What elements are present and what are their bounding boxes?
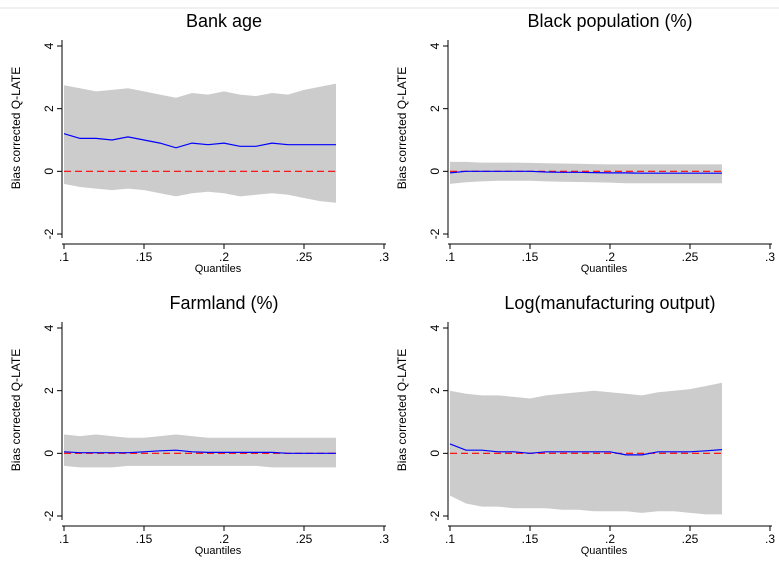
chart-title: Farmland (%) [169,293,278,313]
y-tick-label: 0 [428,450,442,457]
y-axis-label: Bias corrected Q-LATE [9,349,23,471]
chart-panel-2: Black population (%) -2 0 2 4 .1 .15 .2 .25 .3 Qua… [395,11,775,275]
x-tick-label: .2 [605,250,615,264]
y-tick-label: 2 [42,105,56,112]
x-tick-label: .25 [296,532,313,546]
x-tick-label: .25 [682,250,699,264]
chart-panel-4: Log(manufacturing output) -2 0 2 4 .1 .15 .2 .25… [395,293,775,557]
x-tick-label: .2 [605,532,615,546]
x-tick-label: .1 [445,250,455,264]
x-tick-label: .3 [765,532,775,546]
estimate-line [63,449,336,454]
x-tick-label: .3 [765,250,775,264]
y-tick-label: 4 [428,42,442,49]
x-axis-label: Quantiles [581,545,628,557]
y-tick-label: 0 [428,168,442,175]
y-tick-label: -2 [428,228,442,239]
x-tick-label: .15 [522,250,539,264]
chart-title: Black population (%) [527,11,692,31]
y-tick-label: 2 [428,105,442,112]
ci-band [64,434,336,468]
y-axis-label: Bias corrected Q-LATE [395,67,409,189]
estimate-line [449,443,723,456]
y-axis-label: Bias corrected Q-LATE [9,67,23,189]
y-tick-label: 2 [42,387,56,394]
x-axis-label: Quantiles [195,263,242,275]
x-tick-label: .3 [379,250,389,264]
y-tick-label: 4 [428,324,442,331]
ci-band [64,83,336,203]
ci-band [450,382,722,515]
x-tick-label: .2 [219,532,229,546]
chart-panel-3: Farmland (%) -2 0 2 4 .1 .15 .2 .25 .3 Quantiles Bi… [9,293,389,557]
chart-title: Bank age [186,11,262,31]
chart-panel-1: Bank age -2 0 2 4 .1 .15 .2 .25 .3 Quantiles Bias c… [9,11,389,275]
x-axis-label: Quantiles [581,263,628,275]
x-tick-label: .25 [296,250,313,264]
x-tick-label: .1 [445,532,455,546]
x-axis-label: Quantiles [195,545,242,557]
y-tick-label: -2 [42,510,56,521]
x-tick-label: .3 [379,532,389,546]
estimate-line [63,133,336,149]
x-tick-label: .15 [522,532,539,546]
y-tick-label: 4 [42,42,56,49]
y-tick-label: -2 [42,228,56,239]
y-tick-label: -2 [428,510,442,521]
y-tick-label: 0 [42,450,56,457]
chart-title: Log(manufacturing output) [504,293,715,313]
estimate-line [449,170,722,174]
x-tick-label: .15 [136,250,153,264]
y-axis-label: Bias corrected Q-LATE [395,349,409,471]
x-tick-label: .15 [136,532,153,546]
y-tick-label: 2 [428,387,442,394]
y-tick-label: 4 [42,324,56,331]
x-tick-label: .2 [219,250,229,264]
x-tick-label: .1 [59,250,69,264]
y-tick-label: 0 [42,168,56,175]
x-tick-label: .1 [59,532,69,546]
x-tick-label: .25 [682,532,699,546]
